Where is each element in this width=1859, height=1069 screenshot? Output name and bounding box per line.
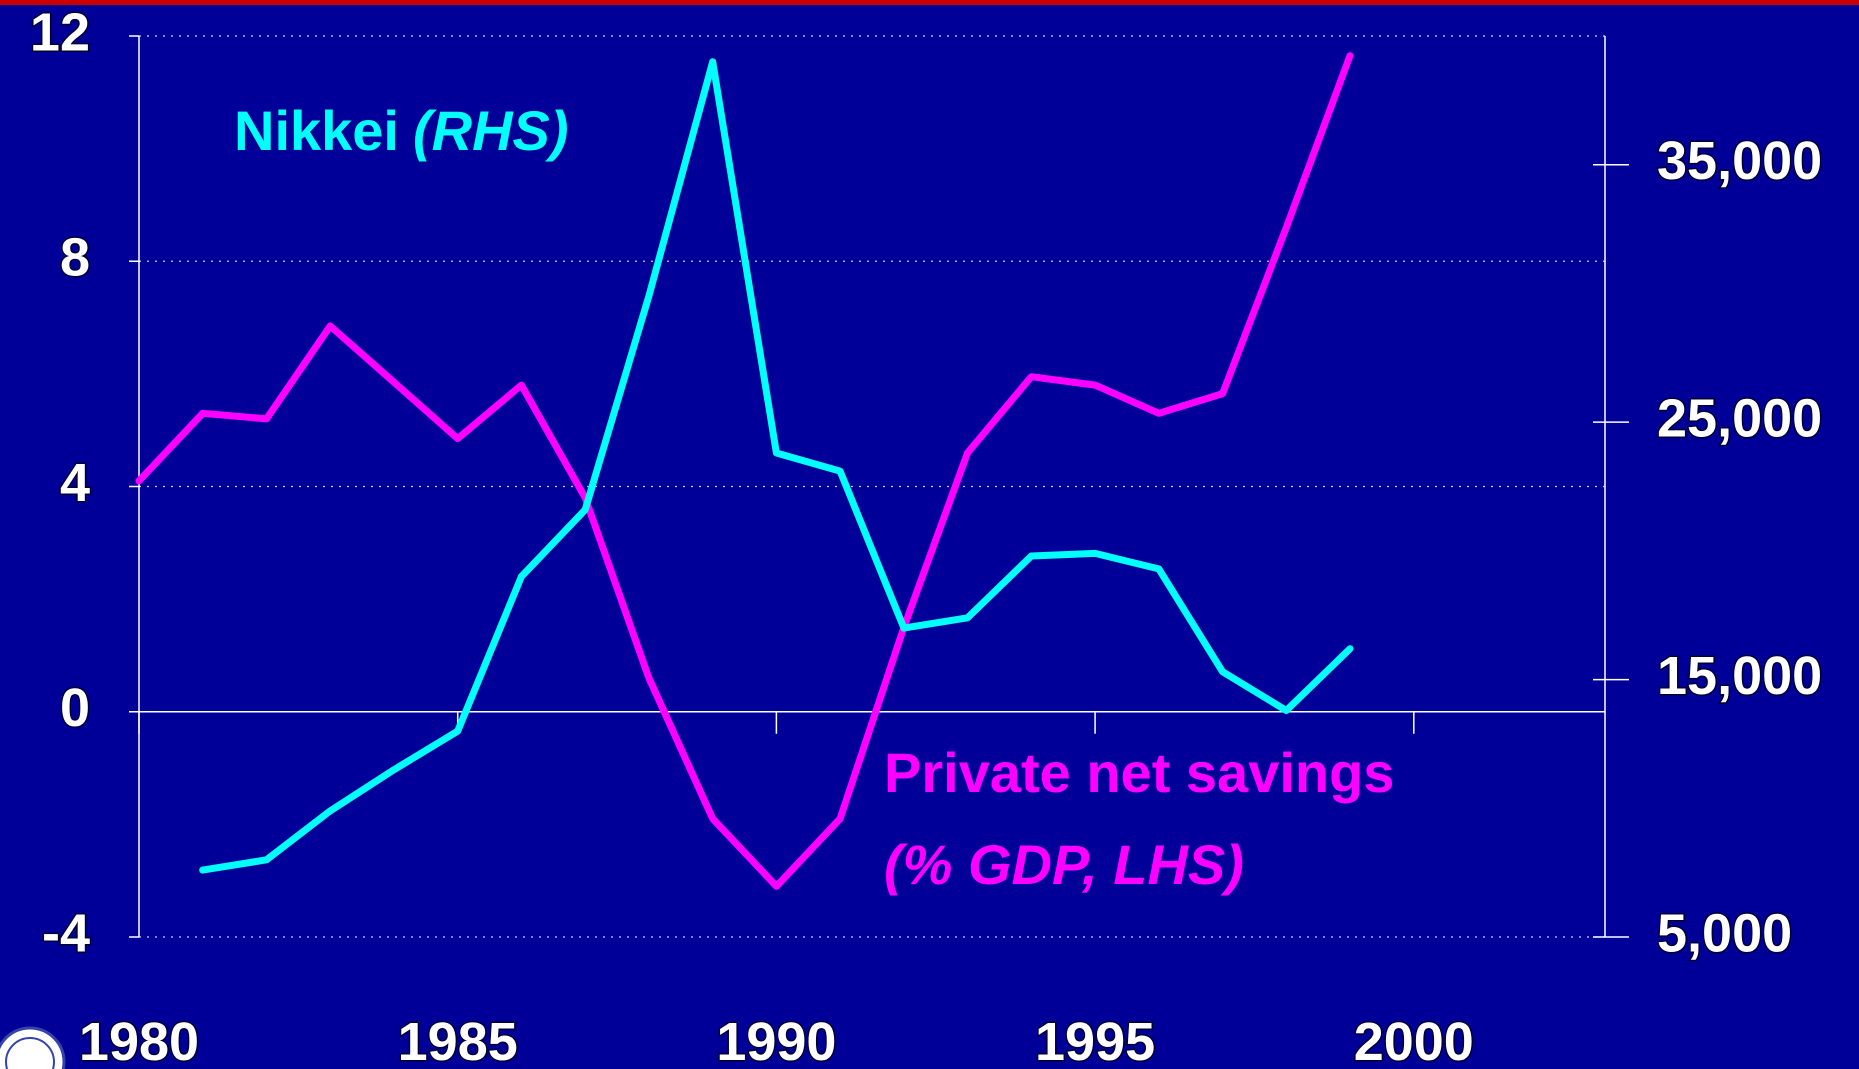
y-tick-label: 8 (60, 228, 90, 288)
y-tick-label: 12 (30, 2, 90, 62)
series-note: (% GDP, LHS) (884, 833, 1244, 896)
y2-tick-label: 15,000 (1657, 646, 1822, 706)
y-tick-label: 0 (60, 678, 90, 738)
x-tick-label: 1985 (398, 1012, 518, 1069)
y-tick-label: -4 (42, 903, 90, 963)
x-tick-label: 2000 (1354, 1012, 1474, 1069)
series-name: Private net savings (884, 741, 1394, 804)
x-tick-label: 1995 (1035, 1012, 1155, 1069)
x-tick-label: 1990 (716, 1012, 836, 1069)
series-label: Nikkei (RHS) (234, 99, 569, 162)
series-note: (RHS) (413, 99, 569, 162)
y2-tick-label: 5,000 (1657, 903, 1792, 963)
series-line (199, 58, 1354, 874)
series-name: Nikkei (234, 99, 399, 162)
top-rule (0, 0, 1859, 5)
series-line (135, 52, 1354, 890)
x-tick-label: 1980 (79, 1012, 199, 1069)
y-tick-label: 4 (60, 453, 90, 513)
logo (0, 1026, 66, 1069)
y2-tick-label: 25,000 (1657, 388, 1822, 448)
y2-tick-label: 35,000 (1657, 131, 1822, 191)
